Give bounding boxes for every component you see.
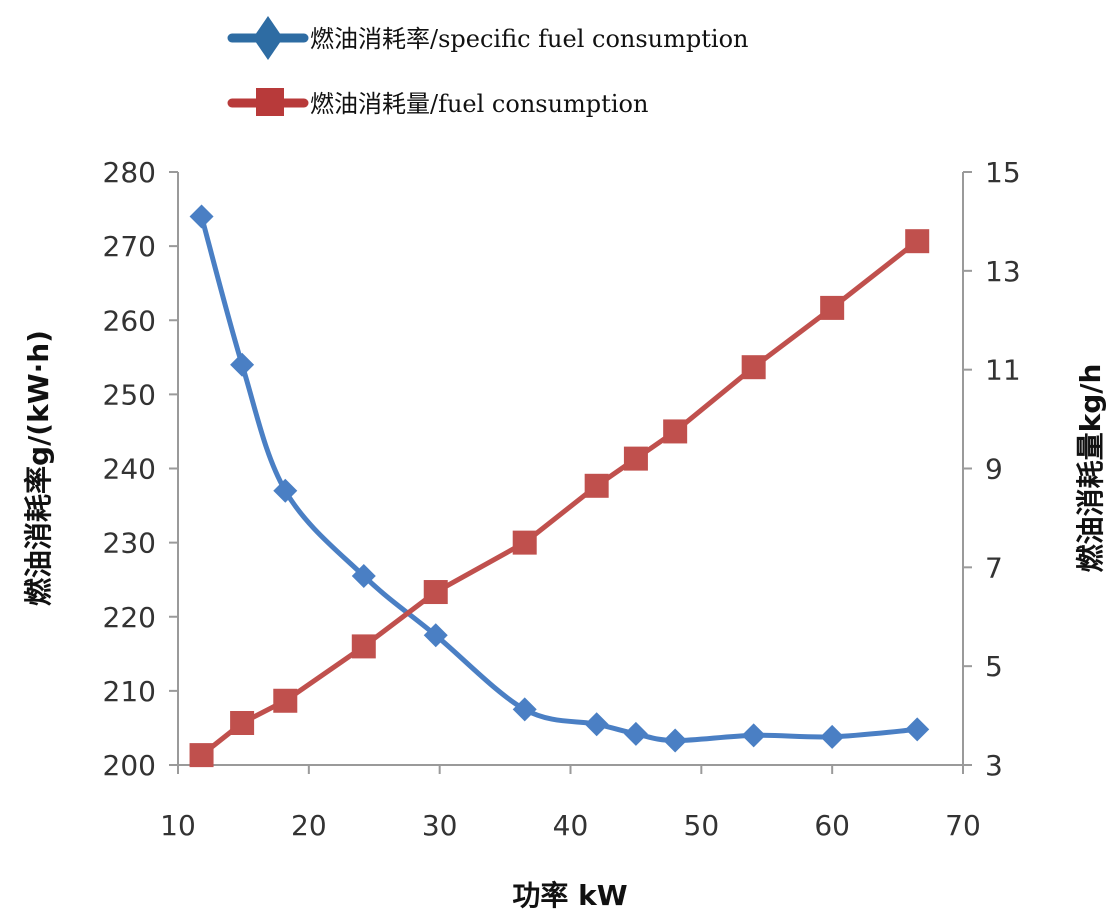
data-point-fc xyxy=(512,530,537,555)
x-tick-label: 10 xyxy=(160,809,196,842)
left-y-tick-label: 250 xyxy=(103,378,156,411)
legend-diamond-marker xyxy=(253,16,283,60)
series-line-specific-fuel-consumption xyxy=(199,215,918,744)
right-y-tick-label: 7 xyxy=(985,551,1003,584)
x-tick-label: 30 xyxy=(422,809,458,842)
data-point-sfc xyxy=(230,352,255,377)
legend: 燃油消耗率/specific fuel consumption 燃油消耗量/fu… xyxy=(227,16,748,118)
plot-area xyxy=(189,204,930,768)
data-point-sfc xyxy=(273,478,298,503)
x-tick-label: 70 xyxy=(945,809,981,842)
legend-item-fuel-consumption: 燃油消耗量/fuel consumption xyxy=(227,88,648,118)
right-y-tick-label: 9 xyxy=(985,453,1003,486)
left-y-axis-title: 燃油消耗率g/(kW·h) xyxy=(22,330,55,606)
data-point-fc xyxy=(189,743,214,768)
data-point-fc xyxy=(584,473,609,498)
data-point-fc xyxy=(663,419,688,444)
data-point-sfc xyxy=(741,723,766,748)
legend-item-specific-fuel-consumption: 燃油消耗率/specific fuel consumption xyxy=(227,16,748,60)
right-y-axis-ticks: 3 5 7 9 11 13 15 xyxy=(963,156,1021,782)
x-axis-ticks: 10 20 30 40 50 60 70 xyxy=(160,765,981,842)
data-point-sfc xyxy=(512,697,537,722)
x-tick-label: 40 xyxy=(553,809,589,842)
x-tick-label: 60 xyxy=(814,809,850,842)
right-y-tick-label: 15 xyxy=(985,156,1021,189)
left-y-tick-label: 200 xyxy=(103,749,156,782)
data-point-fc xyxy=(273,688,298,713)
data-point-sfc xyxy=(623,721,648,746)
data-point-fc xyxy=(423,580,448,605)
right-y-tick-label: 13 xyxy=(985,255,1021,288)
right-y-tick-label: 11 xyxy=(985,354,1021,387)
legend-label-fc: 燃油消耗量/fuel consumption xyxy=(310,90,648,118)
left-y-tick-label: 280 xyxy=(103,156,156,189)
left-y-tick-label: 260 xyxy=(103,304,156,337)
series-line-fuel-consumption xyxy=(199,239,919,758)
left-y-tick-label: 240 xyxy=(103,453,156,486)
x-tick-label: 20 xyxy=(291,809,327,842)
legend-label-sfc: 燃油消耗率/specific fuel consumption xyxy=(310,25,748,53)
data-point-sfc xyxy=(584,712,609,737)
data-point-sfc xyxy=(905,717,930,742)
data-point-fc xyxy=(905,229,930,254)
right-y-tick-label: 5 xyxy=(985,650,1003,683)
left-y-tick-label: 230 xyxy=(103,527,156,560)
x-axis-title: 功率 kW xyxy=(512,879,627,912)
data-point-sfc xyxy=(663,728,688,753)
data-point-fc xyxy=(741,355,766,380)
data-point-fc xyxy=(820,295,845,320)
data-point-fc xyxy=(230,710,255,735)
data-point-sfc xyxy=(351,563,376,588)
left-y-tick-label: 220 xyxy=(103,601,156,634)
data-point-fc xyxy=(623,446,648,471)
data-point-sfc xyxy=(423,623,448,648)
x-tick-label: 50 xyxy=(684,809,720,842)
right-y-tick-label: 3 xyxy=(985,749,1003,782)
left-y-tick-label: 210 xyxy=(103,675,156,708)
right-y-axis-title: 燃油消耗量kg/h xyxy=(1074,364,1107,573)
data-point-sfc xyxy=(820,724,845,749)
legend-square-marker xyxy=(256,88,284,116)
data-point-fc xyxy=(351,634,376,659)
data-point-sfc xyxy=(189,204,214,229)
left-y-tick-label: 270 xyxy=(103,230,156,263)
axes xyxy=(177,172,964,766)
left-y-axis-ticks: 200 210 220 230 240 250 260 270 280 xyxy=(103,156,178,782)
